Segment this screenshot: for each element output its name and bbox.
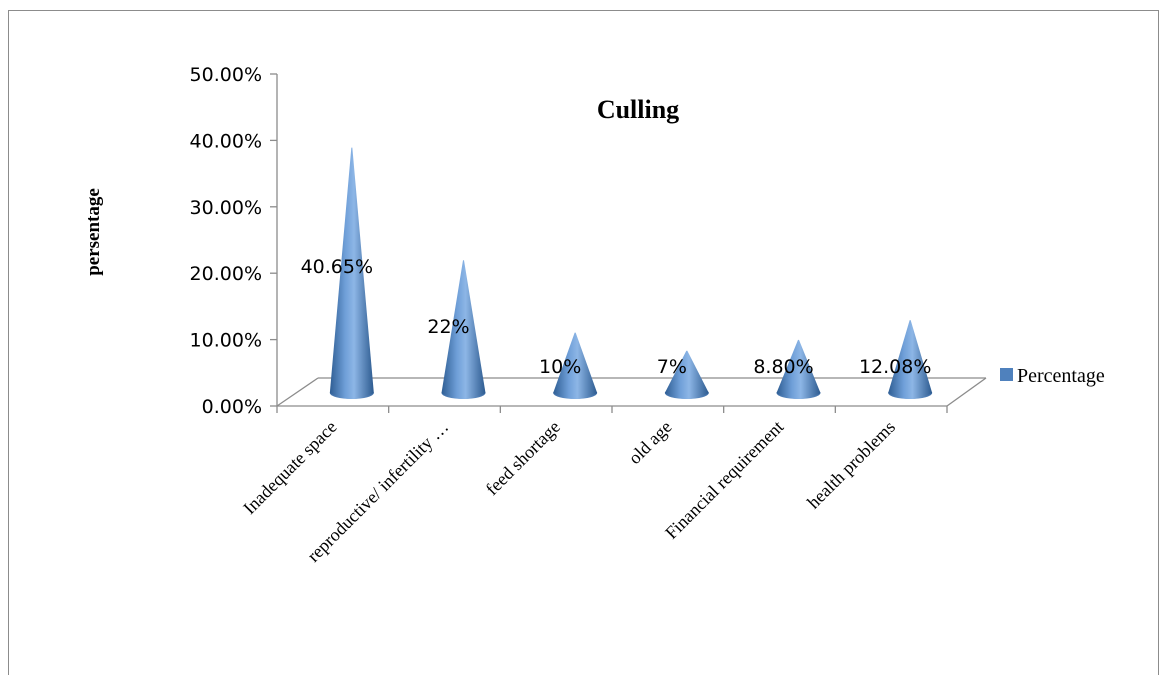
- floor-right-edge: [946, 377, 987, 407]
- cone-body: [553, 332, 598, 399]
- x-tick-marks: [276, 406, 948, 413]
- data-label: 7%: [657, 356, 687, 378]
- category-label: Inadequate space: [239, 417, 340, 518]
- y-tick-label: 40.00%: [190, 130, 262, 152]
- legend: Percentage: [1000, 365, 1105, 387]
- category-label: feed shortage: [482, 417, 564, 499]
- cone-body: [664, 350, 709, 399]
- y-tick-label: 20.00%: [190, 263, 262, 285]
- y-tick-label: 10.00%: [190, 330, 262, 352]
- cone-body: [441, 260, 486, 399]
- cone-body: [776, 339, 821, 399]
- data-label: 12.08%: [859, 356, 931, 378]
- y-tick-label: 30.00%: [190, 197, 262, 219]
- legend-label: Percentage: [1017, 365, 1105, 387]
- data-labels: 40.65% 22% 10% 7% 8.80% 12.08%: [301, 256, 932, 378]
- cone-bar: [329, 147, 374, 399]
- cone-bar: [441, 260, 486, 399]
- data-label: 40.65%: [301, 256, 373, 278]
- cone-bar: [553, 332, 598, 399]
- legend-swatch: [1000, 368, 1013, 381]
- cone-marks: [329, 147, 933, 399]
- chart-frame: [8, 10, 1159, 675]
- cone-bar: [888, 320, 933, 399]
- data-label: 10%: [539, 356, 581, 378]
- cone-body: [329, 147, 374, 399]
- y-tick-label: 0.00%: [202, 396, 262, 418]
- chart-title: Culling: [597, 95, 679, 124]
- cone-bar: [664, 350, 709, 399]
- cone-body: [888, 320, 933, 399]
- y-axis-label: persentage: [83, 188, 104, 276]
- y-tick-label: 50.00%: [190, 64, 262, 86]
- category-label: health problems: [803, 417, 899, 513]
- y-tick-labels: 0.00% 10.00% 20.00% 30.00% 40.00% 50.00%: [190, 64, 262, 418]
- y-tick-marks: [270, 73, 277, 407]
- category-label: Financial requirement: [661, 417, 787, 543]
- cone-bar: [776, 339, 821, 399]
- floor-back-left: [276, 377, 319, 407]
- category-label: old age: [624, 417, 675, 468]
- data-label: 8.80%: [753, 356, 813, 378]
- data-label: 22%: [427, 316, 469, 338]
